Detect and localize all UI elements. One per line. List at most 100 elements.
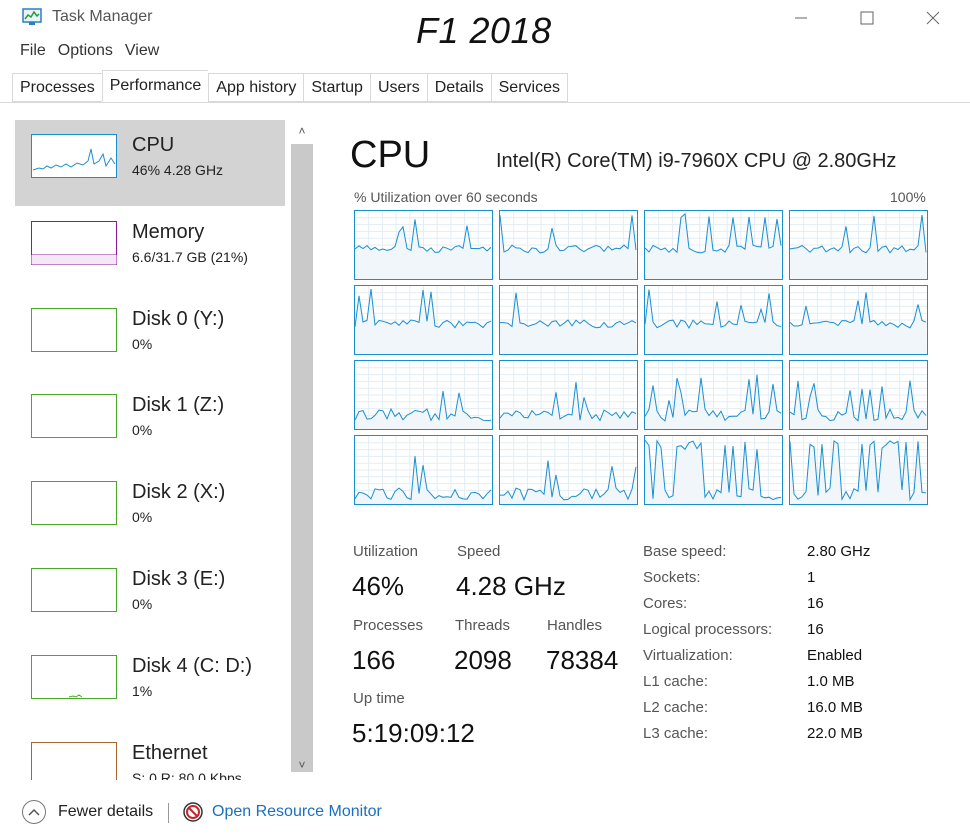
spec-label: Logical processors: (643, 621, 773, 638)
sidebar-item-label: Disk 1 (Z:) (132, 394, 225, 416)
core-graph-plot (354, 436, 492, 504)
sidebar-item-label: Disk 2 (X:) (132, 481, 226, 503)
sidebar-thumbnail-graph (31, 481, 117, 525)
scroll-up-button[interactable]: ˄ (291, 120, 313, 142)
spec-label: Virtualization: (643, 647, 733, 664)
threads-value: 2098 (454, 645, 512, 675)
minimize-button[interactable] (778, 2, 824, 34)
fewer-details-link[interactable]: Fewer details (58, 803, 154, 820)
cpu-model: Intel(R) Core(TM) i9-7960X CPU @ 2.80GHz (496, 150, 897, 172)
core-graph-5 (499, 285, 638, 355)
spec-label: Base speed: (643, 543, 727, 560)
menu-options[interactable]: Options (57, 42, 113, 59)
processes-label: Processes (353, 617, 424, 634)
fewer-details-button[interactable] (22, 800, 46, 824)
sidebar-thumbnail-graph (31, 568, 117, 612)
core-graph-plot (789, 361, 927, 429)
core-graph-0 (354, 210, 493, 280)
tab-startup[interactable]: Startup (303, 73, 370, 102)
sidebar-item-value: S: 0 R: 80.0 Kbps (132, 770, 242, 780)
sidebar-item-value: 1% (132, 683, 153, 699)
resource-monitor-icon[interactable] (182, 801, 204, 823)
handles-value: 78384 (546, 645, 619, 675)
sidebar-item-value: 0% (132, 336, 153, 352)
sidebar-item-value: 0% (132, 596, 153, 612)
core-graph-plot (644, 436, 782, 504)
spec-label: L2 cache: (643, 699, 709, 716)
sidebar-item-cpu[interactable]: CPU 46% 4.28 GHz (15, 120, 285, 206)
sidebar-item-label: Disk 4 (C: D:) (132, 655, 252, 677)
spec-value: 16.0 MB (807, 699, 863, 716)
sidebar-item-disk-2-x[interactable]: Disk 2 (X:) 0% (15, 467, 285, 553)
processes-value: 166 (352, 645, 396, 675)
core-graph-13 (499, 435, 638, 505)
core-graph-plot (644, 286, 782, 354)
spec-value: 16 (807, 595, 824, 612)
menu-view[interactable]: View (124, 42, 160, 59)
sidebar-item-value: 0% (132, 422, 153, 438)
spec-value: 2.80 GHz (807, 543, 871, 560)
sidebar-item-memory[interactable]: Memory 6.6/31.7 GB (21%) (15, 207, 285, 293)
tabs-divider (0, 102, 970, 103)
spec-label: L1 cache: (643, 673, 709, 690)
sidebar-item-ethernet[interactable]: Ethernet S: 0 R: 80.0 Kbps (15, 728, 285, 780)
core-graph-12 (354, 435, 493, 505)
chevron-up-icon: ˄ (298, 124, 306, 138)
tab-details[interactable]: Details (426, 73, 491, 102)
overlay-title: F1 2018 (416, 10, 552, 51)
core-graph-11 (789, 360, 928, 430)
core-graph-plot (500, 436, 637, 504)
maximize-icon (860, 11, 874, 25)
core-graph-1 (499, 210, 638, 280)
scroll-thumb[interactable] (291, 144, 313, 772)
menu-bar: File Options View (0, 40, 159, 66)
maximize-button[interactable] (844, 2, 890, 34)
sidebar-item-disk-3-e[interactable]: Disk 3 (E:) 0% (15, 554, 285, 640)
scroll-down-button[interactable]: ˅ (291, 754, 313, 776)
core-graph-plot (499, 361, 637, 429)
uptime-label: Up time (353, 690, 405, 707)
sidebar-item-value: 0% (132, 509, 153, 525)
sidebar-item-label: Disk 0 (Y:) (132, 308, 225, 330)
menu-file[interactable]: File (20, 42, 46, 59)
speed-value: 4.28 GHz (456, 571, 566, 601)
core-graph-plot (354, 286, 492, 354)
chevron-down-icon: ˅ (298, 758, 306, 772)
spec-value: Enabled (807, 647, 863, 664)
core-graph-plot (354, 361, 492, 429)
tab-app-history[interactable]: App history (208, 73, 304, 102)
footer-separator (168, 803, 169, 823)
sidebar-item-value: 6.6/31.7 GB (21%) (132, 249, 248, 265)
core-graph-plot (789, 211, 927, 279)
core-graph-4 (354, 285, 493, 355)
core-graph-plot (500, 286, 637, 354)
tab-services[interactable]: Services (490, 73, 568, 102)
close-button[interactable] (910, 2, 956, 34)
sidebar-item-label: Disk 3 (E:) (132, 568, 226, 590)
sidebar-item-value: 46% 4.28 GHz (132, 162, 224, 178)
sidebar-item-disk-0-y[interactable]: Disk 0 (Y:) 0% (15, 294, 285, 380)
spec-value: 1.0 MB (807, 673, 855, 690)
core-utilization-grid (354, 210, 928, 506)
footer: Fewer details Open Resource Monitor (0, 796, 970, 828)
graph-caption: % Utilization over 60 seconds (354, 189, 538, 205)
core-graph-10 (644, 360, 783, 430)
sidebar-thumbnail-graph (31, 655, 117, 699)
core-graph-8 (354, 360, 493, 430)
utilization-label: Utilization (353, 543, 419, 560)
open-resource-monitor-link[interactable]: Open Resource Monitor (212, 803, 382, 820)
tab-performance[interactable]: Performance (101, 70, 209, 101)
core-graph-plot (789, 436, 927, 504)
sidebar-thumbnail-graph (31, 221, 117, 265)
spec-value: 16 (807, 621, 824, 638)
sidebar-item-disk-4-c-d[interactable]: Disk 4 (C: D:) 1% (15, 641, 285, 727)
spec-value: 1 (807, 569, 816, 586)
sidebar-item-disk-1-z[interactable]: Disk 1 (Z:) 0% (15, 380, 285, 466)
sidebar-scrollbar[interactable]: ˄ ˅ (291, 120, 313, 780)
tab-users[interactable]: Users (369, 73, 427, 102)
spec-value: 22.0 MB (807, 725, 863, 742)
close-icon (926, 11, 940, 25)
tab-processes[interactable]: Processes (12, 73, 102, 102)
uptime-value: 5:19:09:12 (352, 718, 475, 748)
core-graph-2 (644, 210, 783, 280)
